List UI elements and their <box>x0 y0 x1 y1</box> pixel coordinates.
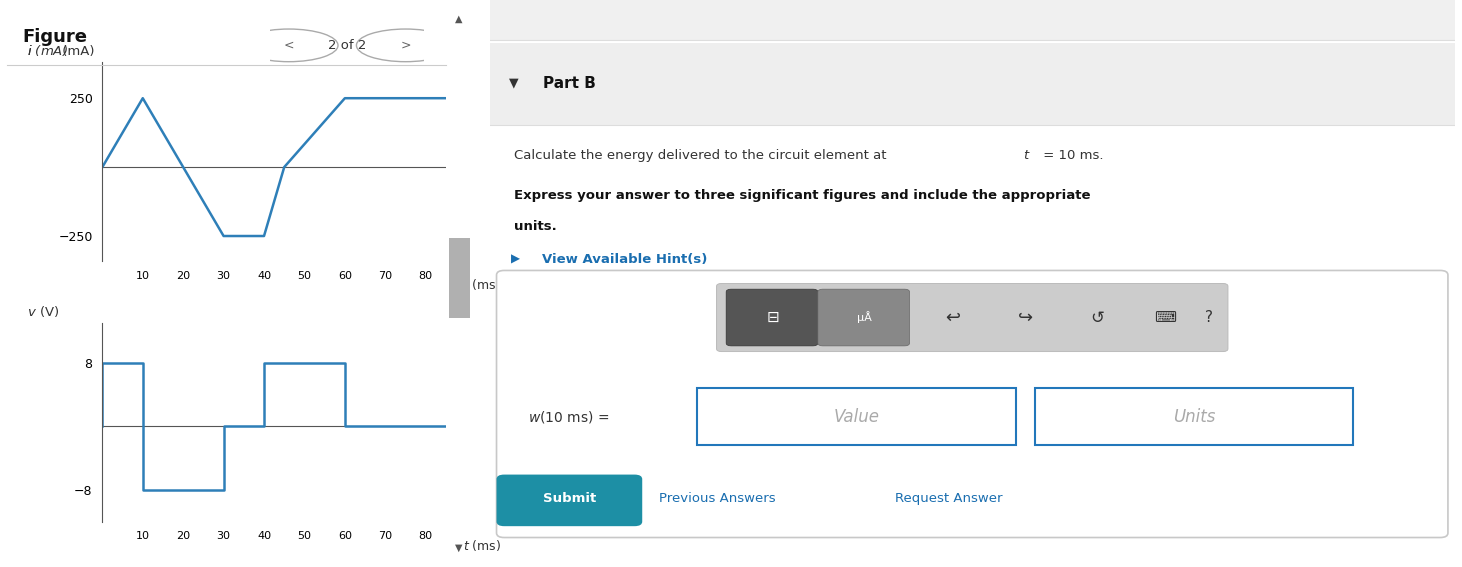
Text: units.: units. <box>515 221 557 233</box>
FancyBboxPatch shape <box>727 289 817 346</box>
Text: View Available Hint(s): View Available Hint(s) <box>542 253 708 265</box>
Text: ▶: ▶ <box>512 253 520 265</box>
FancyBboxPatch shape <box>817 289 909 346</box>
Text: Value: Value <box>833 408 880 426</box>
Text: ↪: ↪ <box>1018 308 1032 327</box>
Text: Request Answer: Request Answer <box>895 493 1003 505</box>
Bar <box>697 388 1016 445</box>
Text: ↩: ↩ <box>946 308 961 327</box>
Text: ↺: ↺ <box>1091 308 1105 327</box>
FancyBboxPatch shape <box>497 270 1447 538</box>
Text: $t$: $t$ <box>1023 150 1031 162</box>
Text: Calculate the energy delivered to the circuit element at: Calculate the energy delivered to the ci… <box>515 150 890 162</box>
Bar <box>449 238 469 318</box>
Text: (mA): (mA) <box>57 45 94 58</box>
Text: >: > <box>401 39 411 52</box>
Text: µÅ: µÅ <box>857 312 871 323</box>
Text: ▼: ▼ <box>509 77 519 90</box>
Text: $t$ (ms): $t$ (ms) <box>463 538 501 552</box>
Text: $i$: $i$ <box>26 44 32 58</box>
Text: = 10 ms.: = 10 ms. <box>1039 150 1104 162</box>
Text: Express your answer to three significant figures and include the appropriate: Express your answer to three significant… <box>515 189 1091 202</box>
Text: $v$ (V): $v$ (V) <box>26 304 58 319</box>
Bar <box>1035 388 1354 445</box>
Text: Part B: Part B <box>542 76 595 91</box>
Text: <: < <box>284 39 294 52</box>
Text: Units: Units <box>1173 408 1215 426</box>
Text: ?: ? <box>1205 310 1212 325</box>
Bar <box>490 0 1455 40</box>
Text: ▲: ▲ <box>455 14 463 24</box>
Text: Figure: Figure <box>22 28 86 46</box>
Bar <box>490 43 1455 125</box>
Text: $w$(10 ms) =: $w$(10 ms) = <box>528 409 610 425</box>
Text: $i$ (mA): $i$ (mA) <box>26 44 67 58</box>
Text: Previous Answers: Previous Answers <box>659 493 775 505</box>
Text: $t$ (ms): $t$ (ms) <box>463 277 501 291</box>
Text: ▼: ▼ <box>455 543 463 553</box>
Text: ⌨: ⌨ <box>1154 310 1177 325</box>
FancyBboxPatch shape <box>497 475 642 526</box>
Text: 2 of 2: 2 of 2 <box>327 39 367 52</box>
Text: ⊟: ⊟ <box>766 310 779 325</box>
Text: Submit: Submit <box>544 493 596 505</box>
FancyBboxPatch shape <box>716 284 1228 352</box>
